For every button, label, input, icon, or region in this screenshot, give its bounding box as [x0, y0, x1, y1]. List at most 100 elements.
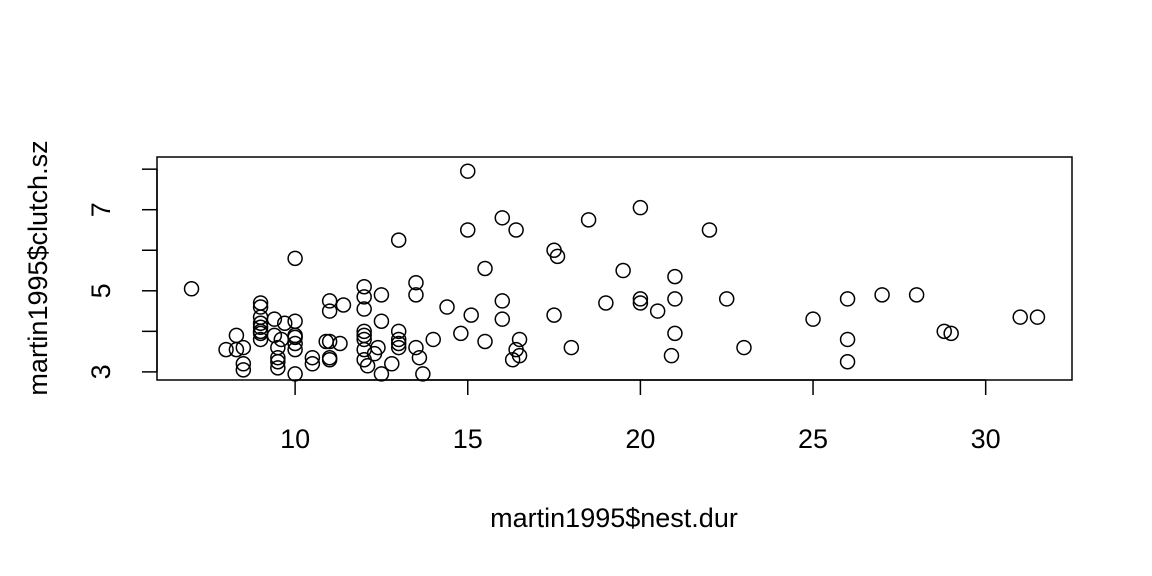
scatter-point	[252, 331, 269, 348]
scatter-point	[632, 295, 649, 311]
scatter-point	[701, 222, 718, 238]
scatter-point	[839, 291, 856, 307]
y-axis-label: martin1995$clutch.sz	[23, 140, 53, 395]
scatter-point	[408, 274, 424, 291]
scatter-point	[511, 347, 528, 364]
scatter-point	[356, 323, 372, 340]
scatter-point	[356, 278, 372, 295]
scatter-point	[667, 325, 683, 342]
x-axis: 10 15 20 25 30	[280, 379, 1001, 454]
scatter-point	[943, 325, 959, 342]
scatter-point	[1029, 309, 1046, 325]
scatter-point	[287, 366, 303, 382]
scatter-point	[460, 163, 476, 179]
scatter-point	[805, 311, 821, 327]
scatter-point	[736, 339, 752, 356]
x-tick-label: 15	[453, 424, 483, 454]
scatter-point	[318, 333, 334, 350]
scatter-point	[321, 293, 338, 309]
scatter-point	[266, 311, 283, 327]
scatter-point	[252, 299, 269, 315]
scatter-point	[1012, 309, 1028, 325]
scatter-point	[411, 349, 428, 366]
scatter-point	[546, 307, 562, 323]
scatter-point	[415, 366, 431, 382]
scatter-point	[390, 339, 407, 356]
scatter-point	[408, 339, 424, 356]
scatter-point	[218, 341, 234, 358]
scatter-point	[649, 303, 666, 319]
scatter-point	[460, 222, 476, 238]
scatter-point	[839, 331, 856, 348]
x-tick-label: 10	[280, 424, 310, 454]
y-tick-label: 7	[86, 202, 116, 217]
scatter-point	[270, 349, 286, 366]
scatter-point	[390, 323, 407, 340]
data-points	[183, 163, 1046, 382]
scatter-point	[356, 301, 372, 317]
y-tick-label: 3	[86, 364, 116, 379]
scatter-point	[439, 299, 455, 315]
scatter-point	[663, 347, 680, 364]
scatter-point	[287, 313, 303, 329]
scatter-point	[270, 354, 286, 370]
scatter-point	[321, 303, 338, 319]
scatter-point	[390, 331, 407, 348]
plot-frame	[156, 156, 1073, 381]
scatter-point	[453, 325, 469, 342]
scatter-point	[390, 335, 407, 352]
scatter-point	[252, 319, 269, 336]
scatter-point	[235, 339, 252, 356]
scatter-point	[228, 341, 245, 358]
scatter-point	[287, 329, 303, 346]
y-axis: 3 5 7	[86, 168, 158, 379]
x-tick-label: 20	[625, 424, 655, 454]
scatter-point	[373, 313, 390, 329]
scatter-point	[373, 287, 390, 303]
x-tick-label: 30	[971, 424, 1001, 454]
scatter-point	[477, 260, 493, 277]
scatter-point	[425, 331, 441, 348]
scatter-point	[356, 289, 372, 305]
scatter-point	[277, 315, 293, 331]
scatter-point	[580, 212, 597, 228]
x-tick-label: 25	[798, 424, 828, 454]
scatter-point	[874, 287, 890, 303]
scatter-point	[508, 222, 524, 238]
scatter-point	[359, 358, 376, 374]
scatter-point	[839, 354, 856, 370]
scatter-point	[563, 339, 580, 356]
scatter-point	[335, 297, 352, 313]
scatter-point	[667, 268, 683, 285]
scatter-point	[235, 362, 252, 378]
y-tick-label: 5	[86, 283, 116, 298]
scatter-point	[390, 232, 407, 248]
scatter-point	[408, 287, 424, 303]
scatter-point	[384, 356, 400, 372]
scatter-point	[463, 307, 479, 323]
scatter-point	[304, 349, 321, 366]
scatter-point	[494, 210, 511, 226]
scatter-point	[287, 250, 303, 267]
scatter-point	[494, 311, 511, 327]
scatter-point	[287, 335, 303, 352]
scatter-point	[549, 248, 566, 265]
scatter-point	[370, 339, 386, 356]
x-axis-label: martin1995$nest.dur	[490, 503, 738, 533]
scatter-point	[235, 356, 252, 372]
scatter-point	[304, 356, 321, 372]
scatter-point	[183, 281, 200, 297]
scatter-point	[477, 333, 493, 350]
scatter-point	[615, 262, 631, 279]
scatter-point	[511, 331, 528, 348]
scatter-point	[252, 315, 269, 331]
scatter-point	[494, 293, 511, 309]
scatter-point	[332, 335, 348, 352]
scatter-point	[632, 291, 649, 307]
scatter-point	[321, 333, 338, 350]
scatter-point	[321, 351, 338, 368]
scatter-point	[718, 291, 735, 307]
scatter-point	[373, 366, 390, 382]
scatter-point	[356, 331, 372, 348]
